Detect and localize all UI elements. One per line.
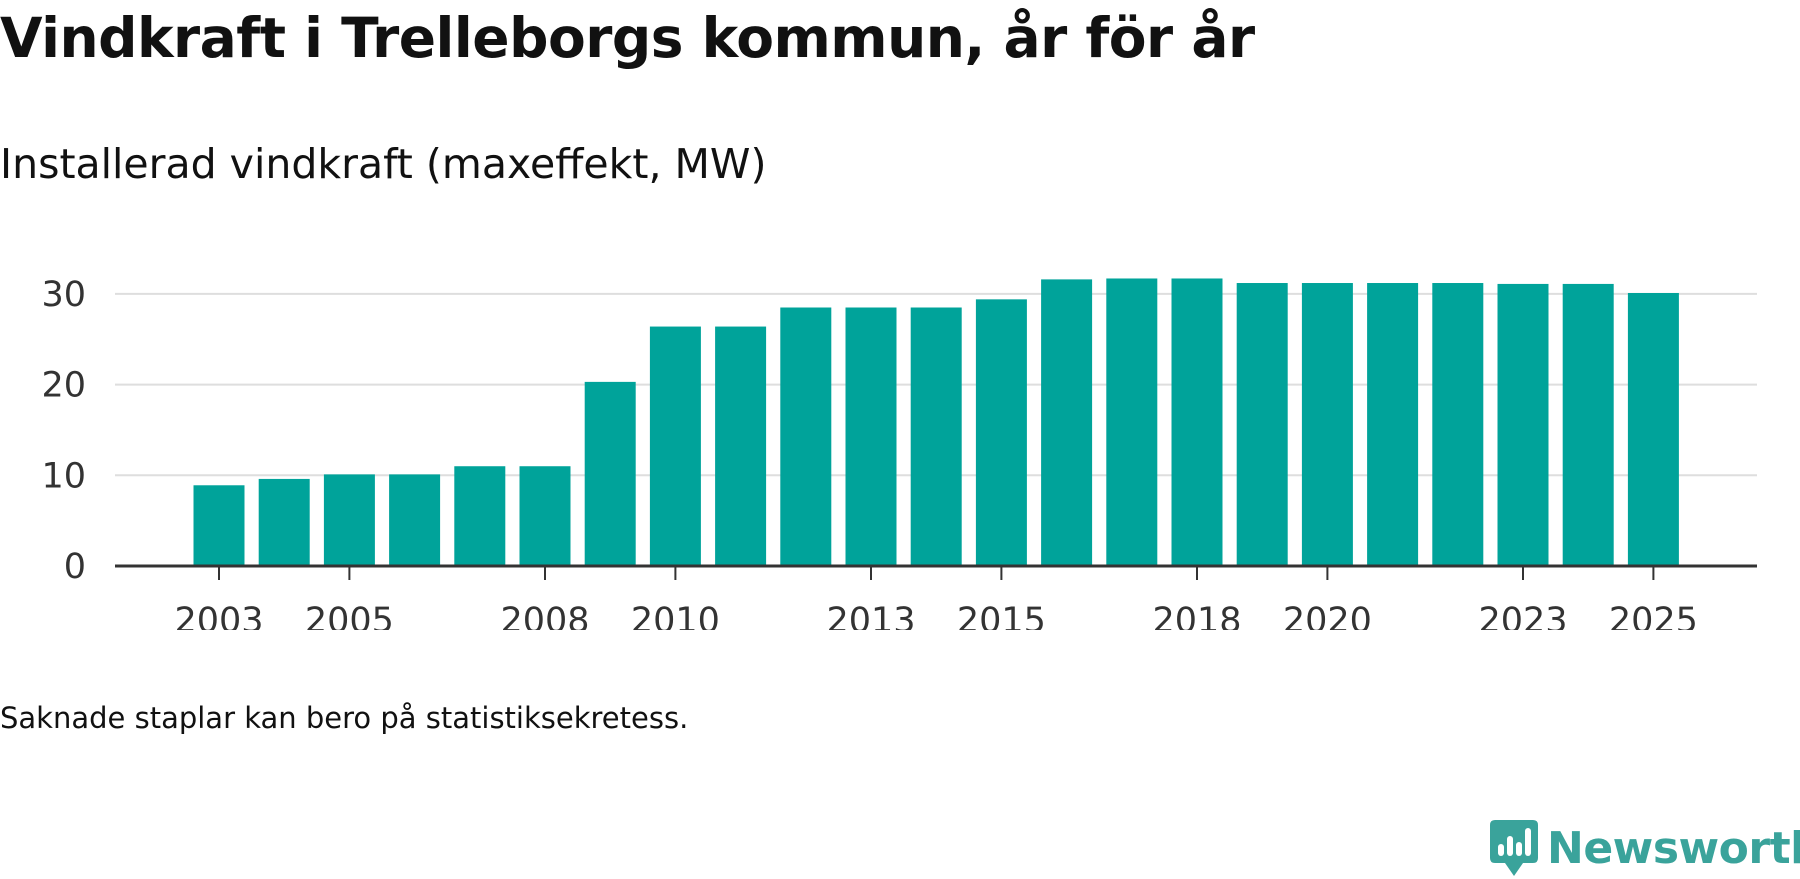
bar-2003 — [193, 485, 245, 566]
x-tick-label-2020: 2020 — [1283, 601, 1372, 630]
bars — [193, 278, 1679, 566]
y-tick-label-10: 10 — [41, 456, 86, 496]
bar-2025 — [1627, 292, 1679, 566]
bar-2018 — [1171, 278, 1223, 566]
bar-2023 — [1497, 283, 1549, 566]
bar-2005 — [323, 474, 375, 566]
x-tick-label-2005: 2005 — [305, 601, 394, 630]
chart-title: Vindkraft i Trelleborgs kommun, år för å… — [0, 6, 1255, 70]
x-tick-label-2013: 2013 — [826, 601, 915, 630]
newsworthy-brand: Newsworthy — [1489, 818, 1800, 878]
x-axis-ticks: 2003 2005 2008 2010 2013 2015 2018 2020 2023 2025 — [174, 566, 1698, 630]
y-tick-label-0: 0 — [64, 547, 86, 587]
bar-2017 — [1106, 278, 1158, 566]
bar-2007 — [454, 466, 506, 566]
y-tick-label-30: 30 — [41, 275, 86, 315]
x-tick-label-2003: 2003 — [174, 601, 263, 630]
bar-2006 — [389, 474, 441, 566]
bar-2015 — [975, 299, 1027, 566]
footnote: Saknade staplar kan bero på statistiksek… — [0, 701, 689, 735]
bar-2011 — [715, 326, 767, 566]
bar-2016 — [1041, 279, 1093, 566]
bar-2009 — [584, 381, 636, 566]
bar-2012 — [780, 307, 832, 566]
newsworthy-logo-icon — [1490, 820, 1538, 876]
chart-subtitle: Installerad vindkraft (maxeffekt, MW) — [0, 140, 767, 188]
bar-2024 — [1562, 283, 1614, 566]
bar-2014 — [910, 307, 962, 566]
x-tick-label-2018: 2018 — [1152, 601, 1241, 630]
x-tick-label-2025: 2025 — [1609, 601, 1698, 630]
brand-name: Newsworthy — [1547, 822, 1800, 874]
bar-2010 — [649, 326, 701, 566]
bar-2021 — [1367, 283, 1419, 566]
bar-chart: 0 10 20 30 2003 2005 2008 2010 2013 2015 2018 2020… — [41, 275, 1757, 630]
y-axis-labels: 0 10 20 30 — [41, 275, 86, 587]
bar-2013 — [845, 307, 897, 566]
bar-2019 — [1236, 283, 1288, 566]
bar-2004 — [258, 478, 310, 566]
x-tick-label-2023: 2023 — [1478, 601, 1567, 630]
x-tick-label-2008: 2008 — [500, 601, 589, 630]
x-tick-label-2015: 2015 — [957, 601, 1046, 630]
y-tick-label-20: 20 — [41, 366, 86, 406]
x-tick-label-2010: 2010 — [631, 601, 720, 630]
bar-2020 — [1301, 283, 1353, 566]
bar-2022 — [1432, 283, 1484, 566]
bar-2008 — [519, 466, 571, 566]
